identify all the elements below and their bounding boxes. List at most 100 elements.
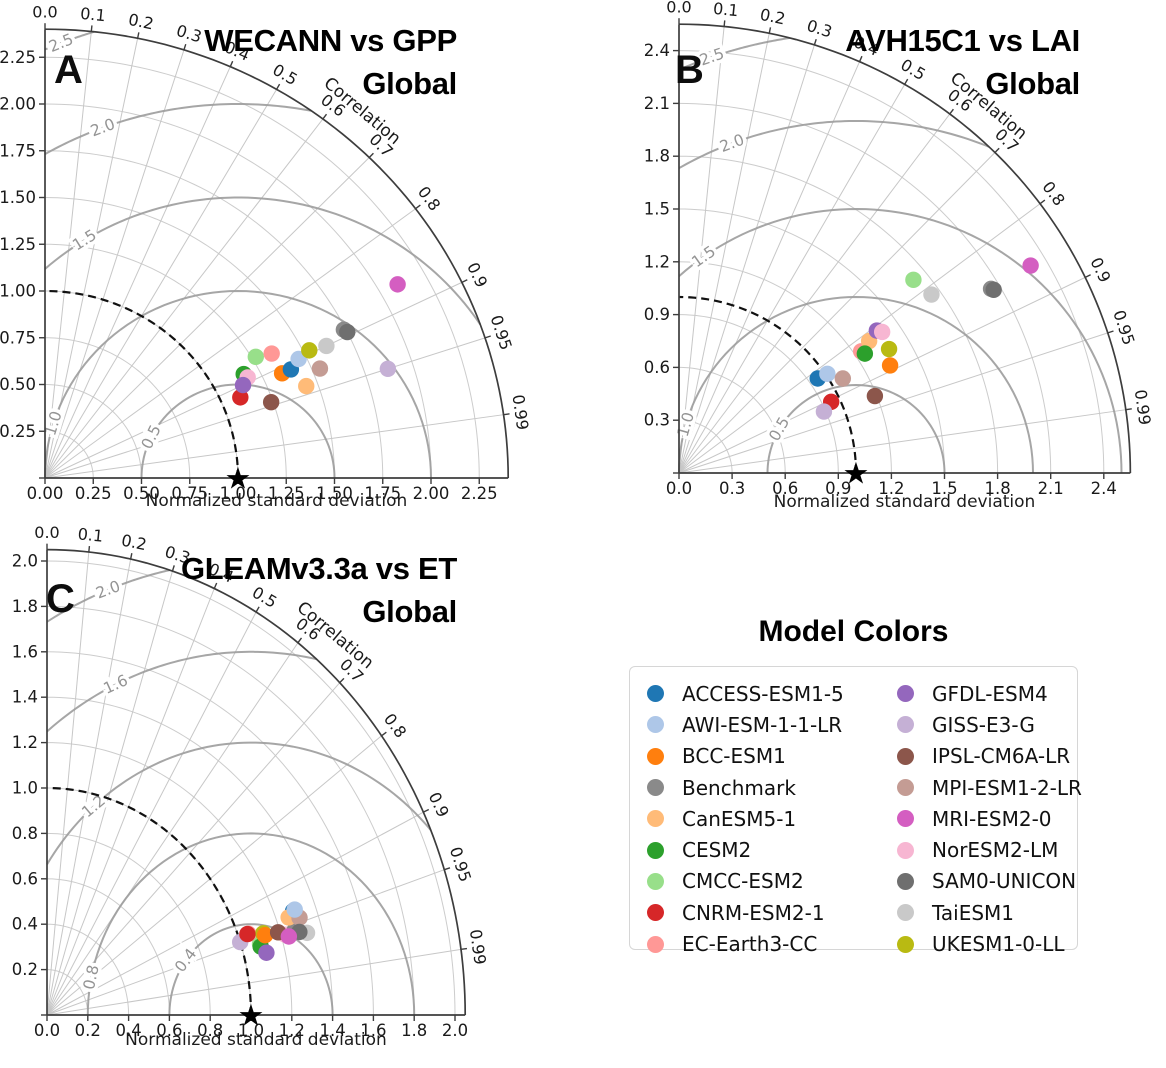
legend-model-label: CanESM5-1 bbox=[682, 806, 797, 831]
svg-text:1.2: 1.2 bbox=[878, 479, 904, 498]
legend-swatch-icon bbox=[647, 716, 664, 734]
legend-item: TaiESM1 bbox=[897, 897, 1082, 928]
legend-item: CMCC-ESM2 bbox=[647, 866, 897, 897]
data-point-MPI-ESM1-2-LR bbox=[311, 360, 329, 377]
legend-model-label: NorESM2-LM bbox=[932, 838, 1059, 863]
svg-text:0.9: 0.9 bbox=[425, 789, 453, 820]
svg-text:0.0: 0.0 bbox=[32, 3, 57, 22]
legend-swatch-icon bbox=[897, 810, 914, 828]
legend-title: Model Colors bbox=[758, 615, 949, 648]
data-point-BCC-ESM1 bbox=[256, 927, 274, 944]
svg-text:1.0: 1.0 bbox=[238, 1021, 264, 1040]
svg-text:0.25: 0.25 bbox=[75, 484, 112, 503]
legend-item: MRI-ESM2-0 bbox=[897, 803, 1082, 834]
legend-item: UKESM1-0-LL bbox=[897, 928, 1082, 959]
svg-text:0.0: 0.0 bbox=[666, 0, 691, 17]
svg-text:0.8: 0.8 bbox=[1038, 178, 1068, 210]
svg-text:0.99: 0.99 bbox=[1131, 388, 1155, 426]
svg-text:0.1: 0.1 bbox=[77, 524, 104, 545]
panel-a-title: WECANN vs GPP Global bbox=[150, 19, 457, 105]
svg-text:0.99: 0.99 bbox=[466, 928, 490, 966]
data-point-SAM0-UNICON bbox=[339, 323, 356, 341]
legend-swatch-icon bbox=[897, 779, 914, 797]
svg-text:1.75: 1.75 bbox=[0, 141, 36, 160]
panel-b-title: AVH15C1 vs LAI Global bbox=[790, 19, 1080, 105]
legend-box: ACCESS-ESM1-5 AWI-ESM-1-1-LR BCC-ESM1 Bench… bbox=[629, 666, 1082, 956]
svg-text:0.75: 0.75 bbox=[171, 484, 208, 503]
svg-text:1.4: 1.4 bbox=[319, 1021, 345, 1040]
legend-swatch-icon bbox=[897, 904, 914, 922]
svg-text:0.4: 0.4 bbox=[171, 945, 200, 976]
data-point-MRI-ESM2-0 bbox=[1022, 257, 1039, 274]
legend-swatch-icon bbox=[647, 685, 664, 703]
svg-text:2.1: 2.1 bbox=[1038, 479, 1064, 498]
svg-text:0.1: 0.1 bbox=[712, 0, 739, 20]
svg-text:0.9: 0.9 bbox=[644, 305, 670, 324]
legend-model-label: MPI-ESM1-2-LR bbox=[932, 775, 1082, 800]
panel-letter-a: A bbox=[54, 48, 83, 92]
data-point-CMCC-ESM2 bbox=[247, 348, 264, 366]
data-point-CNRM-ESM2-1 bbox=[239, 925, 256, 943]
panel-letter-b: B bbox=[675, 48, 704, 92]
reference-star-icon: ★ bbox=[225, 462, 252, 497]
data-point-MPI-ESM1-2-LR bbox=[834, 370, 852, 387]
data-point-GFDL-ESM4 bbox=[258, 944, 275, 961]
svg-text:1.2: 1.2 bbox=[279, 1021, 305, 1040]
svg-text:0.25: 0.25 bbox=[0, 422, 36, 441]
svg-text:2.0: 2.0 bbox=[12, 552, 38, 571]
legend-swatch-icon bbox=[897, 716, 914, 734]
svg-text:2.00: 2.00 bbox=[413, 484, 450, 503]
legend-swatch-icon bbox=[897, 685, 914, 703]
legend-swatch-icon bbox=[897, 747, 914, 765]
legend-model-label: SAM0-UNICON bbox=[932, 869, 1077, 894]
svg-text:0.2: 0.2 bbox=[12, 960, 38, 979]
svg-text:2.4: 2.4 bbox=[1091, 479, 1117, 498]
svg-text:1.50: 1.50 bbox=[316, 484, 353, 503]
svg-text:0.4: 0.4 bbox=[115, 1021, 141, 1040]
svg-text:2.0: 2.0 bbox=[717, 131, 746, 156]
legend-swatch-icon bbox=[647, 904, 664, 922]
legend-item: MPI-ESM1-2-LR bbox=[897, 772, 1082, 803]
data-point-GISS-E3-G bbox=[815, 403, 833, 420]
svg-text:0.8: 0.8 bbox=[12, 824, 38, 843]
svg-text:1.25: 1.25 bbox=[0, 235, 36, 254]
data-point-MRI-ESM2-0 bbox=[280, 928, 298, 945]
svg-text:1.8: 1.8 bbox=[644, 147, 670, 166]
data-point-SAM0-UNICON bbox=[985, 281, 1002, 299]
legend-swatch-icon bbox=[897, 872, 914, 890]
legend-model-label: UKESM1-0-LL bbox=[932, 932, 1065, 957]
panel-b-xaxis-label: Normalized standard deviation bbox=[773, 492, 1036, 512]
data-point-TaiESM1 bbox=[318, 337, 335, 355]
panel-c-title-line2: Global bbox=[362, 594, 457, 629]
data-point-AWI-ESM-1-1-LR bbox=[286, 901, 303, 918]
svg-text:0.6: 0.6 bbox=[772, 479, 798, 498]
svg-text:0.6: 0.6 bbox=[644, 358, 670, 377]
svg-text:0.6: 0.6 bbox=[156, 1021, 182, 1040]
svg-text:1.6: 1.6 bbox=[360, 1021, 386, 1040]
legend-model-label: Benchmark bbox=[682, 775, 796, 800]
legend-item: CNRM-ESM2-1 bbox=[647, 897, 897, 928]
svg-text:1.5: 1.5 bbox=[644, 200, 670, 219]
svg-text:1.00: 1.00 bbox=[0, 282, 36, 301]
svg-text:0.2: 0.2 bbox=[75, 1021, 101, 1040]
svg-text:0.75: 0.75 bbox=[0, 328, 36, 347]
svg-text:2.25: 2.25 bbox=[0, 48, 36, 67]
panel-a-xaxis-label: Normalized standard deviation bbox=[145, 491, 408, 511]
svg-text:2.4: 2.4 bbox=[644, 41, 670, 60]
svg-text:0.9: 0.9 bbox=[463, 259, 491, 290]
panel-c-xaxis-label: Normalized standard deviation bbox=[125, 1030, 387, 1050]
svg-text:0.9: 0.9 bbox=[1086, 254, 1114, 285]
svg-text:0.2: 0.2 bbox=[127, 10, 156, 34]
svg-text:1.5: 1.5 bbox=[931, 479, 957, 498]
legend-item: IPSL-CM6A-LR bbox=[897, 741, 1082, 772]
svg-text:1.6: 1.6 bbox=[12, 642, 38, 661]
svg-text:0.8: 0.8 bbox=[380, 710, 410, 742]
svg-text:1.8: 1.8 bbox=[12, 597, 38, 616]
data-point-UKESM1-0-LL bbox=[301, 342, 318, 359]
panel-letter-c: C bbox=[46, 577, 75, 621]
svg-text:1.00: 1.00 bbox=[220, 484, 257, 503]
legend-model-label: ACCESS-ESM1-5 bbox=[682, 681, 844, 706]
svg-text:0.3: 0.3 bbox=[644, 411, 670, 430]
data-point-AWI-ESM-1-1-LR bbox=[819, 365, 836, 383]
